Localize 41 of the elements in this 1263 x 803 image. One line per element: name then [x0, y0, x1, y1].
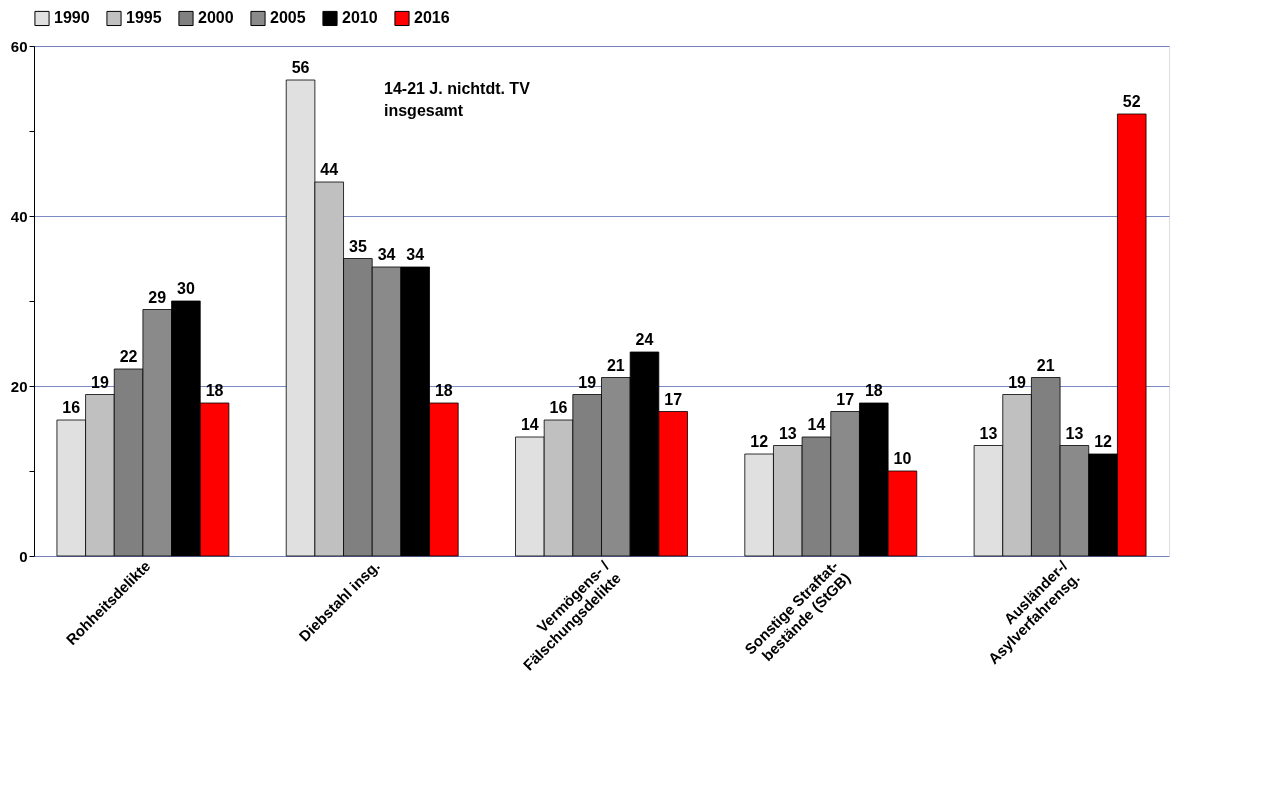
data-label: 14	[807, 416, 826, 433]
data-label: 16	[549, 399, 568, 416]
data-label: 17	[836, 390, 855, 408]
data-label: 52	[1122, 93, 1141, 110]
data-label: 17	[664, 390, 683, 408]
y-tick-label: 20	[10, 377, 28, 395]
data-label: 19	[578, 373, 597, 391]
data-label: 29	[148, 288, 167, 306]
data-label: 19	[91, 373, 109, 391]
data-label: 14	[520, 416, 539, 433]
data-label: 12	[750, 433, 769, 450]
data-label: 16	[62, 399, 81, 416]
data-label: 34	[406, 246, 425, 263]
data-label: 21	[606, 356, 625, 374]
data-label: 21	[1036, 356, 1055, 374]
y-tick-label: 40	[10, 207, 28, 225]
legend-label: 1990	[54, 9, 90, 27]
legend-label: 2010	[342, 9, 378, 27]
data-label: 13	[1065, 424, 1084, 442]
data-label: 13	[778, 424, 797, 442]
data-label: 18	[205, 382, 224, 399]
data-label: 18	[434, 382, 453, 399]
data-label: 24	[635, 331, 654, 348]
data-label: 30	[177, 280, 195, 297]
data-label: 12	[1094, 433, 1113, 450]
legend-label: 2005	[270, 9, 306, 27]
legend-label: 2016	[414, 9, 450, 27]
y-tick-label: 60	[10, 37, 28, 55]
annotation: 14-21 J. nichtdt. TV insgesamt	[384, 80, 531, 119]
data-label: 18	[864, 382, 883, 399]
legend-label: 2000	[198, 9, 234, 27]
y-tick-label: 0	[19, 547, 28, 565]
data-label: 13	[979, 424, 998, 442]
data-label: 22	[119, 348, 138, 365]
data-label: 10	[893, 450, 912, 467]
data-label: 34	[377, 246, 396, 263]
data-label: 19	[1008, 373, 1027, 391]
data-label: 35	[348, 237, 367, 255]
data-label: 56	[291, 59, 310, 76]
data-label: 44	[320, 161, 339, 178]
legend-label: 1995	[126, 9, 162, 27]
